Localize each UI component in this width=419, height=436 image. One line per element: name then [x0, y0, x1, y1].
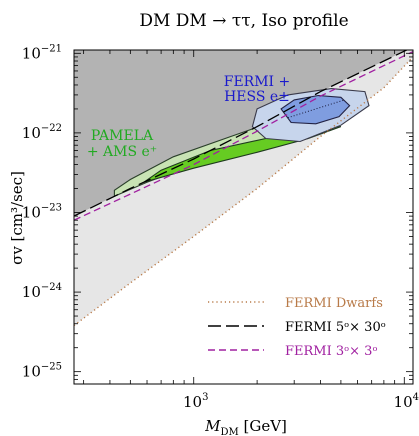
plot-frame: [73, 49, 414, 385]
region-label: + AMS e⁺: [87, 144, 157, 160]
legend: FERMI Dwarfs FERMI 5ᵒ× 30ᵒ FERMI 3ᵒ× 3ᵒ: [208, 296, 386, 359]
constraint-line: [74, 50, 409, 217]
labels-layer: PAMELA+ AMS e⁺ FERMI +HESS e±: [87, 74, 290, 160]
plot-area: [74, 50, 413, 327]
x-tick-label: 103: [183, 392, 208, 411]
region-label: PAMELA: [91, 128, 154, 144]
region-contour: [280, 94, 351, 125]
y-tick-label: 10−21: [22, 43, 62, 62]
y-tick-label: 10−22: [22, 123, 62, 142]
y-tick-label: 10−24: [22, 282, 62, 301]
axes-layer: 103 104 10−25 10−24 10−23 10−22 10−21 MDM [GeV]…: [8, 43, 419, 436]
best-fit-line: [287, 99, 345, 119]
legend-label: FERMI Dwarfs: [285, 296, 383, 311]
y-axis-label: σv [cm³/sec]: [8, 171, 26, 265]
x-axis-label: MDM [GeV]: [204, 417, 287, 436]
constraint-line: [74, 51, 413, 221]
region-label: HESS e±: [224, 89, 290, 105]
constraint-line: [74, 56, 413, 327]
y-tick-label: 10−25: [22, 362, 62, 381]
legend-label: FERMI 3ᵒ× 3ᵒ: [285, 344, 377, 359]
region-label: FERMI +: [224, 74, 291, 90]
legend-label: FERMI 5ᵒ× 30ᵒ: [285, 320, 386, 335]
chart-title: DM DM → ττ, Iso profile: [139, 11, 348, 31]
y-tick-label: 10−23: [22, 202, 62, 221]
x-tick-label: 104: [394, 392, 419, 411]
